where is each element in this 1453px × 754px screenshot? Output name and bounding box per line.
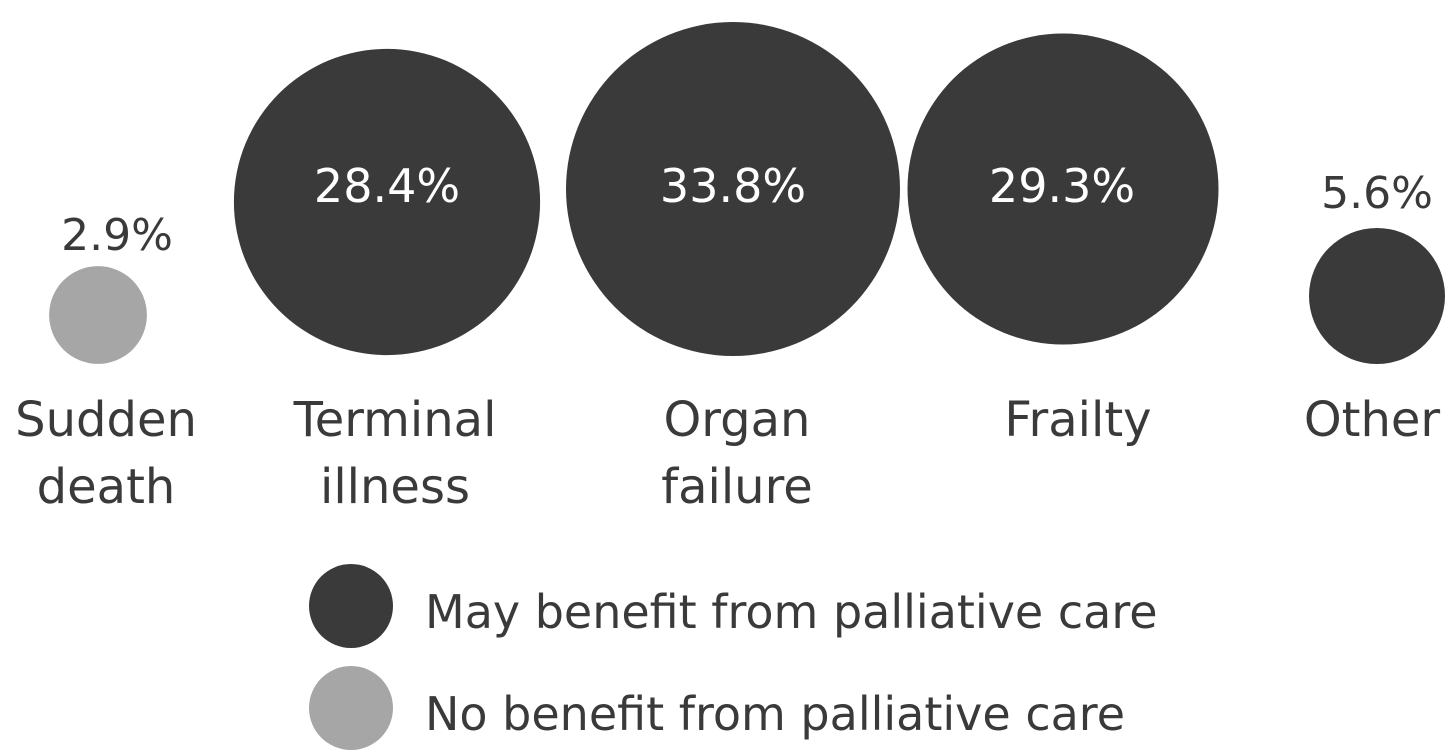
legend-label-no-benefit: No benefit from palliative care xyxy=(425,687,1125,741)
bubble-other xyxy=(1309,228,1445,364)
legend-swatch-may-benefit xyxy=(309,564,393,648)
value-label-frailty: 29.3% xyxy=(989,159,1135,213)
category-label-other: Other xyxy=(1304,392,1441,448)
category-label-terminal-illness-line2: illness xyxy=(320,459,470,515)
bubble-frailty xyxy=(907,33,1219,345)
category-label-sudden-death-line2: death xyxy=(37,459,176,515)
category-label-frailty: Frailty xyxy=(1004,392,1151,448)
legend-label-may-benefit: May benefit from palliative care xyxy=(425,585,1158,639)
value-label-sudden-death: 2.9% xyxy=(61,210,173,261)
bubble-organ-failure xyxy=(566,22,900,356)
bubble-sudden-death xyxy=(49,266,147,364)
value-label-organ-failure: 33.8% xyxy=(660,159,806,213)
value-label-other: 5.6% xyxy=(1321,168,1433,219)
category-label-terminal-illness-line1: Terminal xyxy=(293,392,497,448)
value-label-terminal-illness: 28.4% xyxy=(314,159,460,213)
legend: May benefit from palliative care No bene… xyxy=(309,564,1158,750)
legend-swatch-no-benefit xyxy=(309,666,393,750)
category-label-organ-failure-line1: Organ xyxy=(664,392,811,448)
bubble-terminal-illness xyxy=(233,48,541,356)
category-label-sudden-death-line1: Sudden xyxy=(15,392,197,448)
category-label-organ-failure-line2: failure xyxy=(661,459,813,515)
